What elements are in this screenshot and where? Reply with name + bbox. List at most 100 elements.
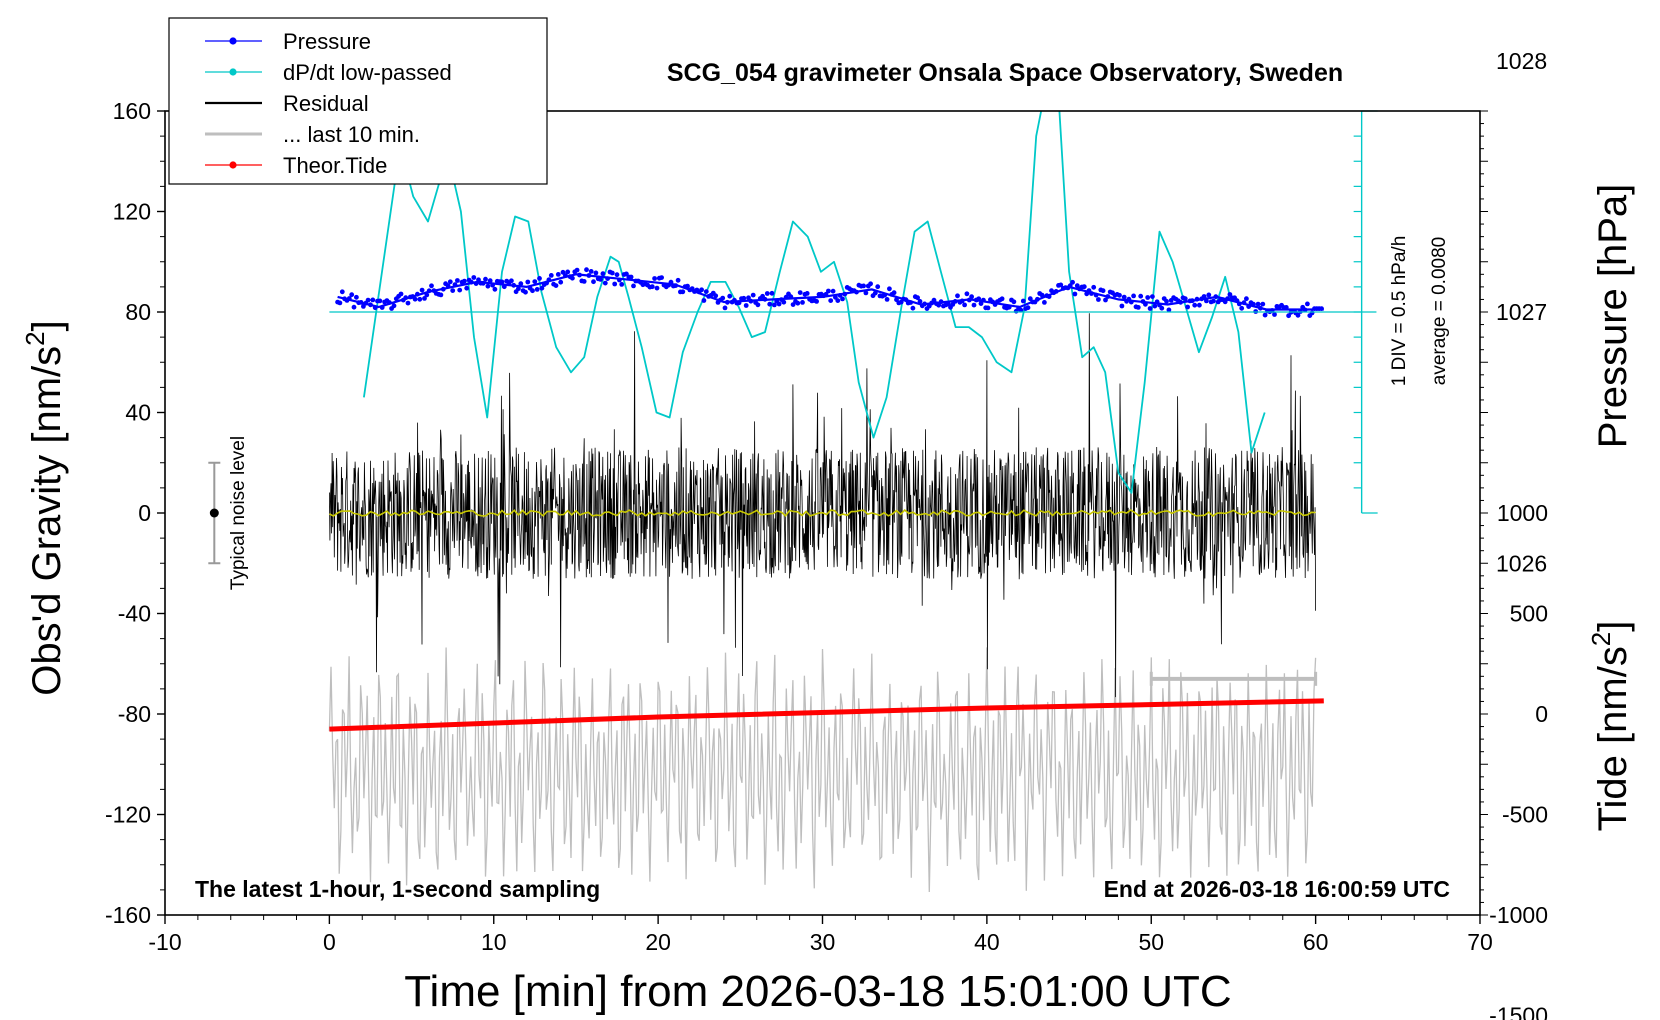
pressure-point — [835, 298, 841, 303]
pressure-point — [511, 282, 517, 288]
pressure-point — [1053, 289, 1059, 294]
pressure-point — [741, 295, 747, 301]
y-tick-label: 120 — [113, 199, 151, 225]
pressure-point — [438, 292, 444, 298]
y-axis-label-left-sup: 2 — [20, 331, 50, 345]
pressure-point — [605, 276, 610, 281]
pressure-point — [419, 287, 425, 293]
pressure-point — [525, 279, 531, 285]
pressure-point — [1166, 307, 1172, 313]
pressure-point — [1105, 294, 1111, 299]
pressure-point — [1211, 298, 1216, 304]
pressure-point — [398, 291, 404, 297]
pressure-point — [534, 287, 540, 292]
pressure-point — [736, 300, 742, 306]
pressure-point — [868, 281, 873, 287]
legend-marker — [229, 161, 237, 169]
x-tick-label: 10 — [481, 929, 507, 955]
y-tick-label: 40 — [125, 400, 151, 426]
pressure-average-label: average = 0.0080 — [1429, 237, 1450, 385]
pressure-point — [654, 285, 660, 291]
pressure-point — [755, 302, 761, 308]
pressure-point — [612, 281, 618, 287]
pressure-point — [1159, 305, 1165, 311]
pressure-point — [1103, 297, 1108, 303]
pressure-point — [1251, 301, 1256, 307]
pressure-point — [349, 292, 355, 298]
pressure-point — [1089, 291, 1094, 296]
pressure-point — [593, 270, 599, 276]
pressure-point — [480, 280, 486, 286]
legend-label: Residual — [283, 91, 369, 116]
pressure-point — [727, 293, 733, 299]
pressure-point — [1006, 304, 1012, 310]
pressure-point — [804, 291, 810, 296]
pressure-point — [872, 290, 878, 296]
pressure-point — [487, 278, 493, 284]
pressure-point — [424, 292, 430, 298]
pressure-point — [548, 273, 554, 278]
pressure-point — [368, 302, 373, 308]
pressure-point — [1020, 298, 1026, 304]
pressure-point — [781, 299, 787, 305]
tide-tick-label: -1000 — [1489, 902, 1548, 928]
pressure-point — [628, 274, 634, 280]
y-tick-label: -40 — [118, 601, 151, 627]
pressure-point — [1194, 296, 1200, 302]
pressure-point — [377, 298, 383, 304]
y-tick-label: 80 — [125, 299, 151, 325]
pressure-point — [962, 302, 967, 308]
pressure-point — [351, 304, 357, 310]
y-tick-label: -80 — [118, 701, 151, 727]
pressure-point — [1070, 279, 1075, 285]
pressure-point — [490, 282, 495, 288]
pressure-point — [915, 295, 920, 301]
pressure-point — [1319, 306, 1324, 311]
pressure-point — [1117, 292, 1122, 298]
pressure-point — [591, 279, 596, 285]
pressure-point — [386, 300, 392, 305]
pressure-point — [354, 294, 359, 300]
pressure-point — [1185, 304, 1190, 310]
pressure-point — [776, 301, 782, 307]
pressure-point — [555, 272, 561, 277]
pressure-axis-label: Pressure [hPa] — [1591, 184, 1635, 449]
pressure-point — [1204, 298, 1209, 304]
pressure-point — [1096, 297, 1101, 302]
pressure-point — [558, 279, 564, 285]
pressure-point — [358, 300, 364, 305]
tide-tick-label: 1000 — [1497, 500, 1548, 526]
pressure-point — [863, 290, 869, 296]
pressure-point — [1042, 300, 1047, 305]
pressure-point — [1206, 292, 1212, 298]
pressure-point — [1182, 296, 1188, 302]
pressure-tick-label: 1028 — [1496, 48, 1547, 74]
residual-mean-line — [329, 509, 1316, 518]
pressure-point — [837, 293, 843, 298]
x-tick-label: 30 — [810, 929, 836, 955]
y-tick-label: 160 — [113, 98, 151, 124]
pressure-point — [565, 269, 571, 275]
pressure-point — [659, 275, 664, 280]
tide-tick-label: -500 — [1502, 802, 1548, 828]
pressure-point — [370, 297, 376, 303]
pressure-point — [614, 272, 620, 278]
y-axis-label-left-main: Obs'd Gravity [nm/s — [25, 346, 69, 696]
pressure-point — [722, 305, 728, 311]
pressure-point — [673, 283, 679, 288]
pressure-point — [1192, 302, 1198, 308]
pressure-point — [767, 301, 773, 307]
dpdt-line — [363, 111, 1266, 494]
pressure-point — [842, 291, 848, 297]
pressure-point — [1283, 305, 1289, 310]
pressure-point — [1145, 295, 1151, 300]
pressure-point — [955, 293, 960, 299]
legend-label: Pressure — [283, 29, 371, 54]
pressure-point — [1164, 298, 1169, 304]
pressure-point — [1131, 293, 1136, 299]
pressure-point — [1309, 310, 1315, 316]
pressure-point — [959, 298, 965, 304]
pressure-point — [1147, 306, 1153, 311]
pressure-point — [570, 275, 575, 281]
